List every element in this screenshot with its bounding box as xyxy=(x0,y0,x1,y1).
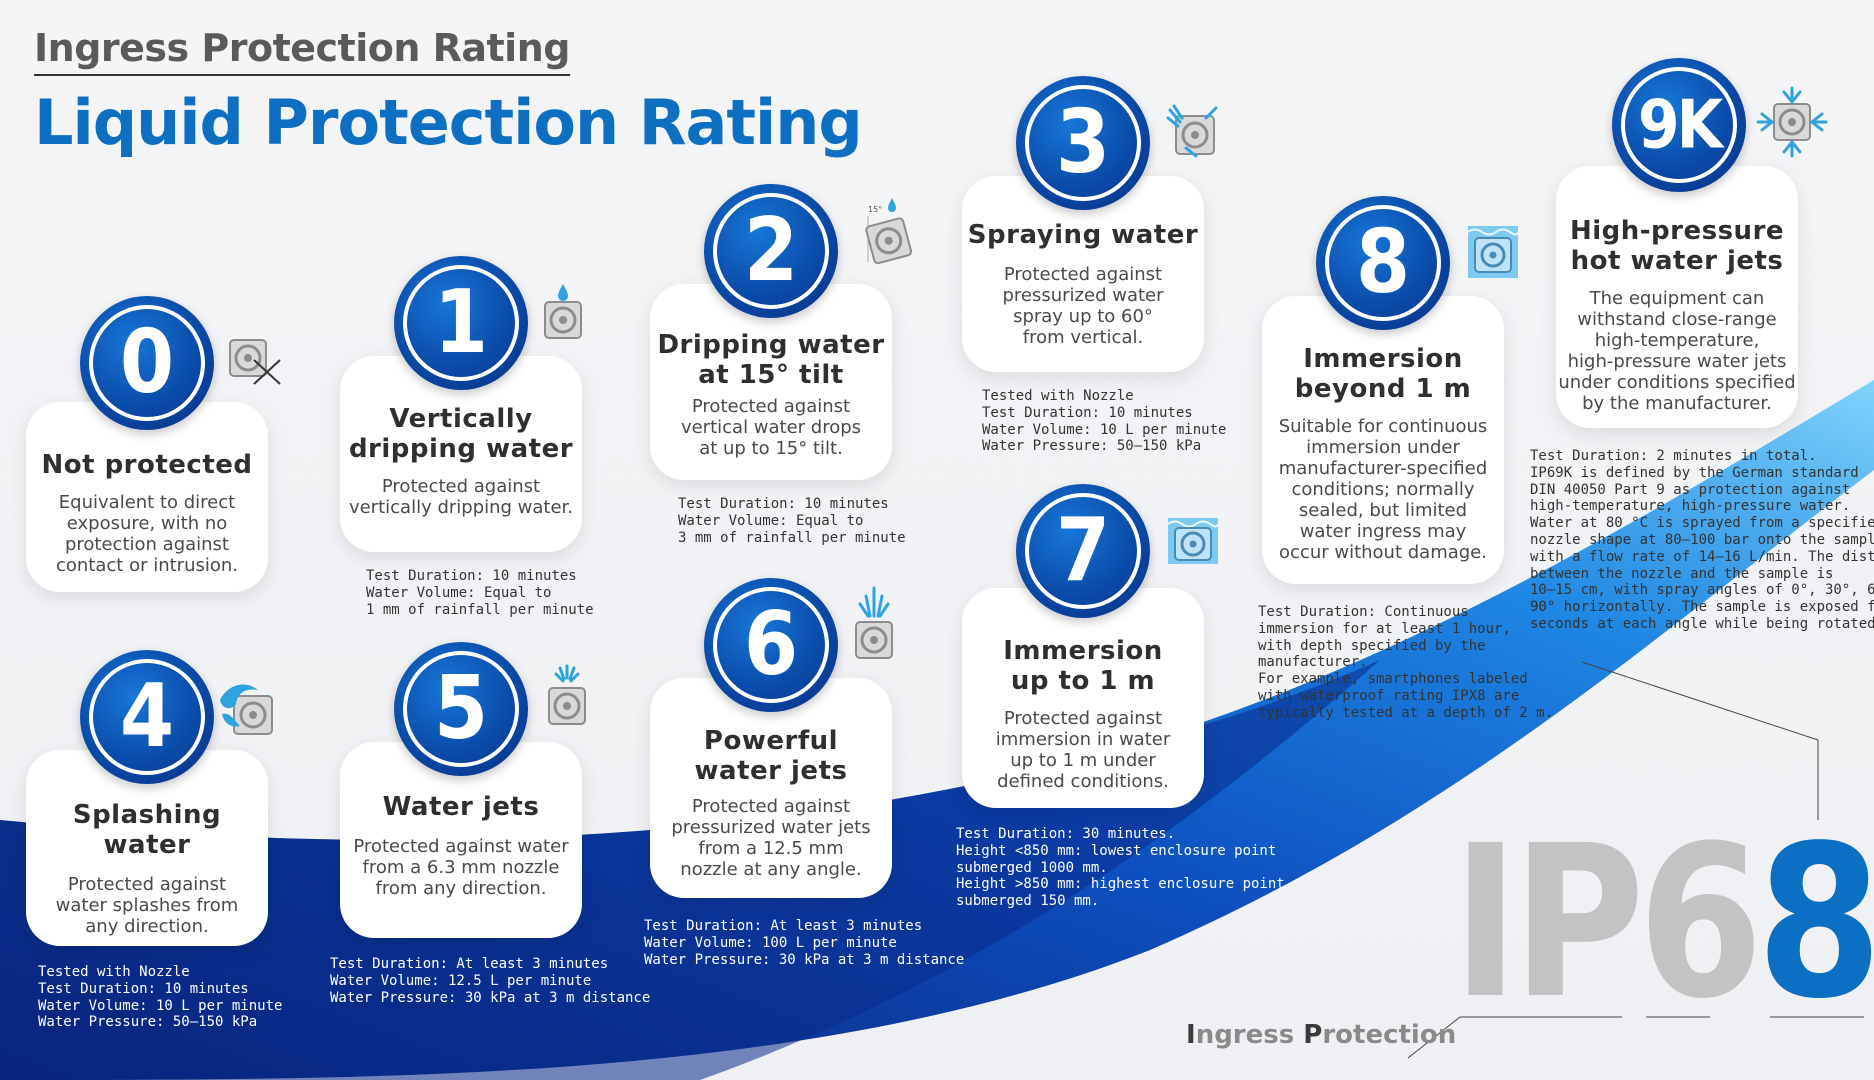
level-desc: Protected against water splashes from any … xyxy=(55,874,239,937)
device-drip-icon xyxy=(544,284,582,339)
device-splash-icon xyxy=(220,684,273,735)
test-spec-3: Tested with Nozzle Test Duration: 10 minu… xyxy=(982,388,1227,455)
test-spec-7: Test Duration: 30 minutes. Height <850 mm… xyxy=(956,826,1285,910)
test-spec-9k: Test Duration: 2 minutes in total. IP69K … xyxy=(1530,448,1874,632)
device-deep-immersion-icon xyxy=(1467,226,1519,278)
device-powerful-jet-icon xyxy=(855,586,893,659)
level-card-7: Immersion up to 1 m Protected against imme… xyxy=(962,484,1204,808)
level-desc: Protected against pressurized water spray … xyxy=(1002,264,1164,348)
level-title: Spraying water xyxy=(967,220,1199,250)
level-badge: 1 xyxy=(394,256,528,390)
device-x-icon xyxy=(229,339,281,385)
level-card-0: Not protected Equivalent to direct exposu… xyxy=(26,296,268,592)
level-title: High-pressure hot water jets xyxy=(1569,216,1785,276)
level-card-4: Splashing water Protected against water s… xyxy=(26,650,268,946)
level-title: Not protected xyxy=(41,450,253,480)
level-desc: Protected against pressurized water jets f… xyxy=(671,796,871,880)
level-card-1: Vertically dripping water Protected again… xyxy=(340,256,582,552)
test-spec-5: Test Duration: At least 3 minutes Water V… xyxy=(330,956,651,1006)
ip-digit: 8 xyxy=(1756,800,1874,1045)
test-spec-2: Test Duration: 10 minutes Water Volume: E… xyxy=(678,496,906,546)
level-desc: The equipment can withstand close-range hi… xyxy=(1558,288,1796,414)
level-card-2: Dripping water at 15° tilt Protected agai… xyxy=(650,184,892,480)
leader-line-caption xyxy=(1407,1016,1622,1059)
level-title: Water jets xyxy=(382,792,540,822)
device-tilt-drip-icon: 15° xyxy=(865,198,913,265)
ip-caption: Ingress Protection xyxy=(1186,1020,1457,1050)
level-badge: 9K xyxy=(1612,58,1746,192)
device-jet-icon xyxy=(548,664,586,725)
level-card-6: Powerful water jets Protected against pres… xyxy=(650,578,892,898)
level-badge: 8 xyxy=(1316,196,1450,330)
level-badge: 5 xyxy=(394,642,528,776)
level-badge: 6 xyxy=(704,578,838,712)
device-spray-icon xyxy=(1166,104,1218,158)
level-desc: Protected against immersion in water up to… xyxy=(995,708,1171,792)
level-desc: Suitable for continuous immersion under ma… xyxy=(1278,416,1488,563)
level-badge: 2 xyxy=(704,184,838,318)
level-desc: Equivalent to direct exposure, with no pro… xyxy=(55,492,238,576)
tilt-angle-label: 15° xyxy=(868,205,882,214)
level-title: Dripping water at 15° tilt xyxy=(657,330,885,390)
level-card-8: Immersion beyond 1 m Suitable for continu… xyxy=(1262,196,1504,584)
level-badge: 3 xyxy=(1016,76,1150,210)
level-card-3: Spraying water Protected against pressuri… xyxy=(962,76,1204,372)
level-card-5: Water jets Protected against water from a… xyxy=(340,642,582,938)
level-desc: Protected against water from a 6.3 mm noz… xyxy=(353,836,569,899)
level-badge: 0 xyxy=(80,296,214,430)
test-spec-6: Test Duration: At least 3 minutes Water V… xyxy=(644,918,965,968)
level-title: Powerful water jets xyxy=(694,726,848,786)
level-badge: 4 xyxy=(80,650,214,784)
level-desc: Protected against vertical water drops at … xyxy=(680,396,862,459)
test-spec-1: Test Duration: 10 minutes Water Volume: E… xyxy=(366,568,594,618)
device-immersion-icon xyxy=(1167,518,1219,564)
level-title: Immersion beyond 1 m xyxy=(1294,344,1472,404)
leader-line-9k xyxy=(1581,661,1819,820)
test-spec-8: Test Duration: Continuous immersion for a… xyxy=(1258,604,1554,721)
level-title: Vertically dripping water xyxy=(348,404,574,464)
header-subtitle: Ingress Protection Rating xyxy=(34,26,570,76)
ip-prefix: IP6 xyxy=(1452,800,1763,1045)
level-badge: 7 xyxy=(1016,484,1150,618)
device-high-pressure-icon xyxy=(1756,86,1828,158)
level-desc: Protected against vertically dripping wat… xyxy=(348,476,574,518)
ip68-example: IP68 xyxy=(1452,818,1874,1028)
level-card-9k: High-pressure hot water jets The equipmen… xyxy=(1556,58,1798,428)
level-title: Immersion up to 1 m xyxy=(1003,636,1163,696)
level-title: Splashing water xyxy=(72,800,222,860)
test-spec-4: Tested with Nozzle Test Duration: 10 minu… xyxy=(38,964,283,1031)
page-title: Liquid Protection Rating xyxy=(34,86,863,159)
